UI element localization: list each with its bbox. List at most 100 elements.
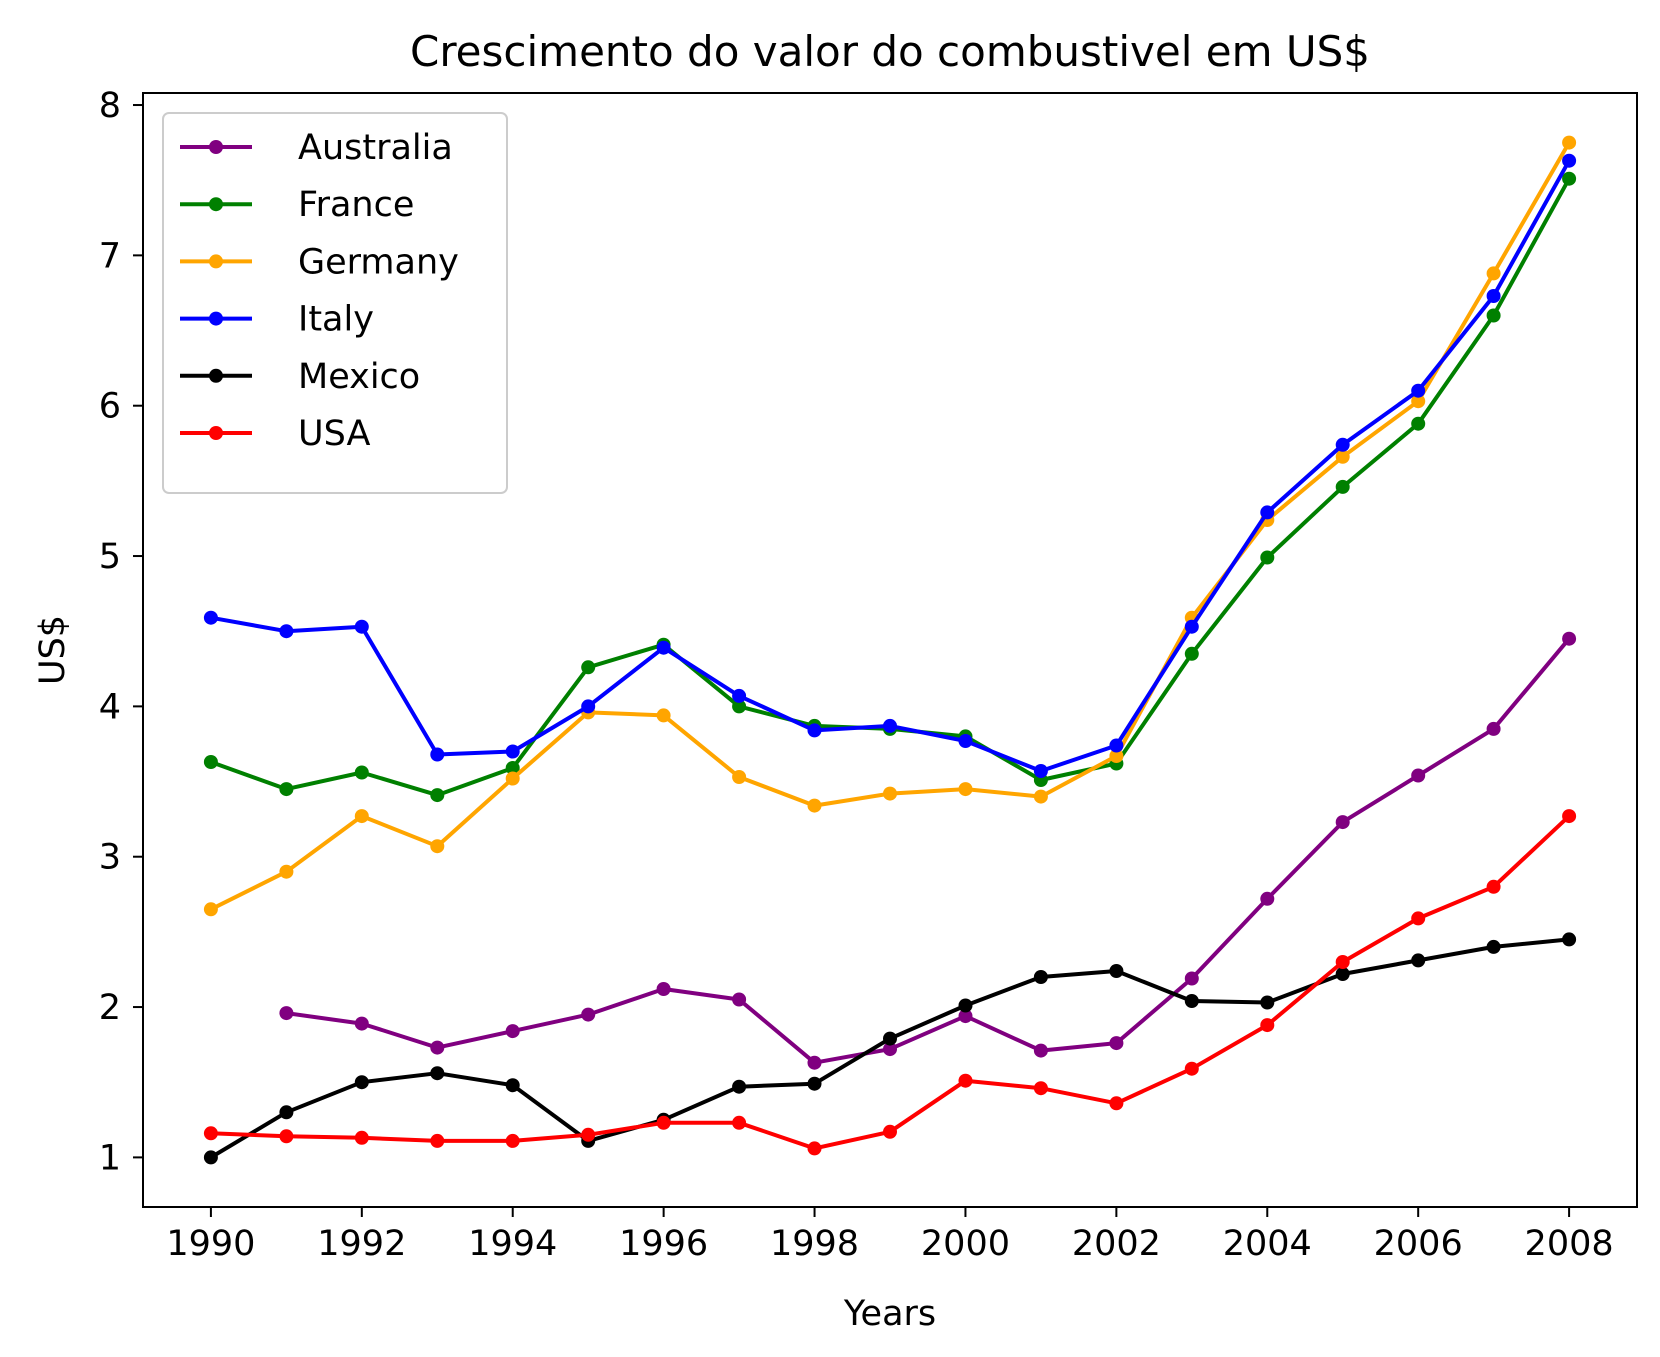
data-point-australia	[1109, 1036, 1124, 1051]
data-point-usa	[1033, 1081, 1048, 1096]
data-point-france	[430, 788, 445, 803]
x-tick-label: 2002	[1072, 1224, 1161, 1264]
data-point-france	[1184, 646, 1199, 661]
series-italy	[203, 153, 1577, 778]
data-point-australia	[883, 1042, 897, 1057]
data-point-germany	[430, 839, 445, 854]
data-point-australia	[1260, 891, 1275, 906]
data-point-australia	[1411, 768, 1426, 783]
data-point-germany	[1562, 135, 1577, 150]
data-point-australia	[505, 1024, 520, 1039]
data-point-italy	[1335, 437, 1350, 452]
y-tick-label: 5	[99, 537, 121, 577]
data-point-mexico	[1411, 953, 1426, 968]
data-point-germany	[883, 786, 897, 801]
data-point-germany	[732, 770, 747, 784]
data-point-mexico	[807, 1076, 822, 1091]
x-tick-label: 1998	[770, 1224, 859, 1264]
data-point-australia	[1562, 631, 1577, 646]
data-point-usa	[807, 1141, 822, 1156]
data-point-australia	[1184, 971, 1199, 986]
y-axis-label: US$	[33, 615, 73, 685]
series-line-australia	[284, 636, 1572, 1065]
legend-marker-italy	[209, 311, 223, 326]
data-point-usa	[1486, 879, 1501, 894]
data-point-usa	[1109, 1096, 1124, 1111]
data-point-france	[505, 761, 520, 775]
series-mexico	[203, 932, 1577, 1165]
series-line-usa	[208, 814, 1572, 1151]
data-point-mexico	[883, 1031, 897, 1046]
data-point-usa	[581, 1127, 596, 1142]
data-point-germany	[656, 708, 671, 723]
data-point-mexico	[430, 1066, 445, 1081]
data-point-germany	[505, 771, 520, 786]
data-point-germany	[279, 864, 294, 879]
data-point-italy	[958, 734, 973, 748]
data-point-germany	[807, 798, 822, 813]
data-point-france	[279, 782, 294, 797]
legend-items: Australia France Germany Italy Mexico USA	[180, 128, 459, 454]
data-point-australia	[1486, 721, 1501, 736]
data-point-australia	[807, 1055, 822, 1070]
chart-title: Crescimento do valor do combustivel em U…	[410, 27, 1370, 76]
data-point-italy	[430, 747, 445, 762]
data-point-italy	[279, 624, 294, 639]
y-tick-label: 4	[99, 687, 121, 727]
data-point-mexico	[354, 1075, 369, 1090]
data-point-mexico	[1486, 939, 1501, 954]
data-point-mexico	[958, 998, 973, 1013]
data-point-australia	[430, 1040, 445, 1055]
data-point-italy	[1184, 619, 1199, 634]
x-axis-label: Years	[843, 1294, 936, 1334]
y-axis-ticks: 1 2 3 4 5 6 7 8	[99, 86, 143, 1178]
y-tick-label: 2	[99, 988, 121, 1028]
series-usa	[203, 809, 1577, 1156]
data-point-italy	[354, 619, 369, 634]
data-point-italy	[1260, 505, 1275, 520]
data-point-france	[1486, 308, 1501, 323]
data-point-mexico	[505, 1078, 520, 1093]
data-point-italy	[581, 699, 596, 714]
series-germany	[203, 135, 1577, 917]
data-point-australia	[958, 1009, 973, 1024]
x-tick-label: 2006	[1374, 1224, 1463, 1264]
legend-label-germany: Germany	[298, 242, 459, 282]
data-point-usa	[430, 1133, 445, 1148]
legend-label-usa: USA	[298, 414, 370, 454]
series-australia	[279, 631, 1577, 1070]
data-point-australia	[1335, 815, 1350, 830]
data-point-france	[354, 765, 369, 780]
x-tick-label: 2000	[921, 1224, 1010, 1264]
legend-marker-usa	[209, 426, 223, 440]
legend-marker-mexico	[209, 368, 223, 383]
plot-frame	[142, 92, 1638, 1208]
data-point-france	[203, 755, 218, 769]
data-point-italy	[203, 610, 218, 625]
data-point-italy	[656, 640, 671, 655]
data-point-mexico	[1335, 967, 1350, 981]
data-point-italy	[807, 723, 822, 738]
data-point-mexico	[1562, 932, 1577, 947]
data-point-italy	[505, 744, 520, 759]
data-point-mexico	[1109, 964, 1124, 978]
y-tick-label: 3	[99, 838, 121, 878]
data-point-germany	[203, 902, 218, 917]
series-layer	[203, 135, 1577, 1165]
data-point-france	[732, 699, 747, 714]
x-tick-label: 1992	[317, 1224, 406, 1264]
data-point-germany	[1411, 394, 1426, 409]
data-point-australia	[581, 1007, 596, 1022]
data-point-germany	[354, 809, 369, 824]
data-point-australia	[1033, 1043, 1048, 1058]
data-point-usa	[958, 1073, 973, 1088]
data-point-mexico	[279, 1105, 294, 1120]
data-point-germany	[958, 782, 973, 797]
data-point-usa	[279, 1129, 294, 1144]
data-point-germany	[1335, 449, 1350, 464]
data-point-germany	[1109, 749, 1124, 763]
data-point-france	[1411, 416, 1426, 431]
data-point-france	[581, 660, 596, 675]
